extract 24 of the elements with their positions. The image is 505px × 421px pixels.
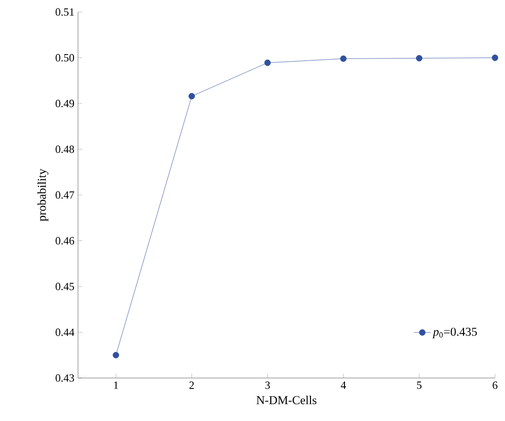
y-tick-label: 0.47 <box>56 191 74 199</box>
x-tick-label: 5 <box>417 382 422 389</box>
legend-label: p$_{0}$=0.435 <box>432 328 477 338</box>
x-axis-title: N-DM-Cells <box>256 396 316 404</box>
x-tick-label: 2 <box>189 382 194 389</box>
y-tick-label: 0.48 <box>56 146 74 153</box>
x-tick-label: 6 <box>492 382 498 389</box>
point <box>188 92 195 100</box>
x-tick-label: 3 <box>265 382 270 389</box>
y-tick-label: 0.49 <box>56 100 74 108</box>
point <box>264 60 271 66</box>
y-tick-label: 0.51 <box>56 8 74 16</box>
y-tick-label: 0.45 <box>56 282 74 290</box>
x-tick-label: 4 <box>340 382 346 389</box>
point <box>340 55 347 62</box>
y-tick-label: 0.46 <box>56 237 74 244</box>
point <box>416 55 422 62</box>
y-tick-label: 0.44 <box>56 328 74 336</box>
y-tick-label: 0.50 <box>56 54 74 62</box>
x-tick-label: 1 <box>114 382 118 389</box>
point <box>112 352 120 358</box>
point <box>492 54 498 61</box>
y-tick-label: 0.43 <box>56 374 74 382</box>
y-axis-title: probability <box>37 168 48 222</box>
